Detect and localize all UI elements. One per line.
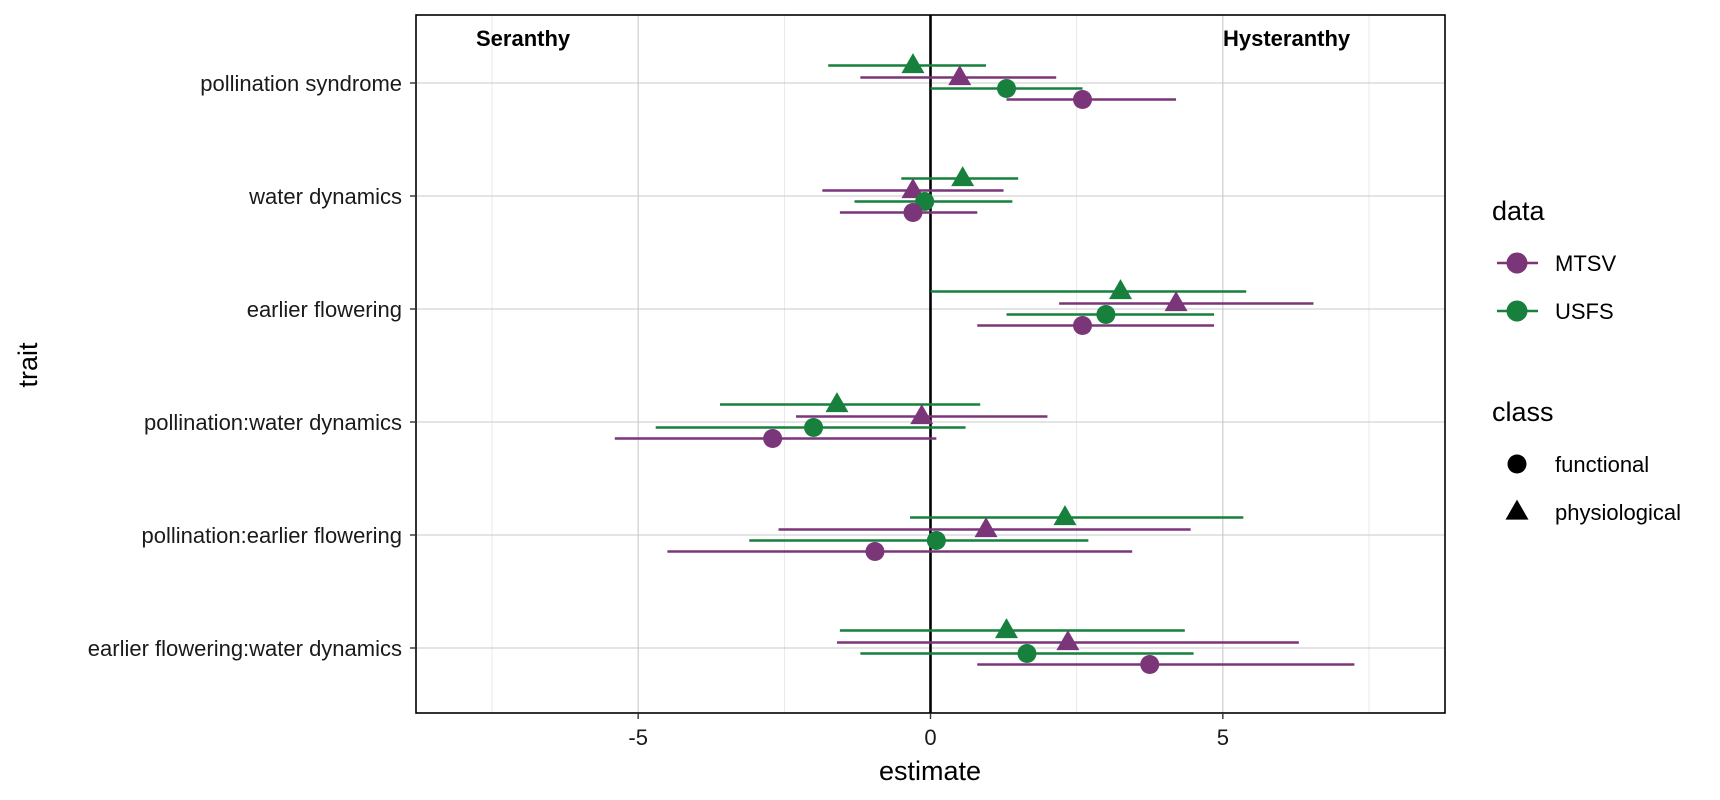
series-layer: [614, 53, 1355, 674]
legend-label-physiological: physiological: [1555, 500, 1681, 525]
y-tick-label-pollination-syndrome: pollination syndrome: [200, 71, 402, 96]
legend-data-entries: MTSV USFS: [1497, 251, 1616, 324]
legend-class-entries: functional physiological: [1505, 452, 1681, 525]
point-mtsv-physiological-pollination-earlier-flowering: [974, 517, 998, 538]
point-mtsv-functional-pollination-earlier-flowering: [865, 542, 885, 561]
y-tick-label-pollination-water-dynamics: pollination:water dynamics: [144, 410, 402, 435]
series-mtsv-physiological: [778, 65, 1314, 651]
legend-title-data: data: [1492, 196, 1546, 226]
point-usfs-functional-pollination-water-dynamics: [804, 418, 824, 437]
legend-key-mtsv: [1506, 252, 1528, 274]
y-tick-label-water-dynamics: water dynamics: [248, 184, 402, 209]
legend-title-class: class: [1492, 397, 1554, 427]
legend: data MTSV USFS class functional physiologi…: [1492, 196, 1681, 525]
point-mtsv-functional-pollination-syndrome: [1073, 90, 1093, 109]
point-mtsv-functional-water-dynamics: [903, 203, 923, 222]
x-tick-label: 0: [924, 725, 936, 750]
point-usfs-physiological-earlier-flowering: [1109, 279, 1133, 300]
legend-label-mtsv: MTSV: [1555, 251, 1616, 276]
y-tick-label-pollination-earlier-flowering: pollination:earlier flowering: [142, 523, 402, 548]
point-usfs-functional-earlier-flowering: [1096, 305, 1116, 324]
point-mtsv-physiological-pollination-syndrome: [948, 65, 972, 86]
legend-label-usfs: USFS: [1555, 299, 1614, 324]
y-axis-title: trait: [13, 342, 43, 388]
legend-label-functional: functional: [1555, 452, 1649, 477]
point-mtsv-functional-pollination-water-dynamics: [763, 429, 783, 448]
x-tick-label: -5: [628, 725, 648, 750]
point-usfs-physiological-pollination-syndrome: [901, 53, 925, 74]
point-usfs-functional-pollination-earlier-flowering: [926, 531, 946, 550]
series-mtsv-functional: [614, 90, 1355, 674]
point-mtsv-physiological-water-dynamics: [901, 178, 925, 199]
annotation-seranthy: Seranthy: [476, 26, 571, 51]
point-mtsv-physiological-pollination-water-dynamics: [910, 404, 934, 425]
x-tick-label: 5: [1217, 725, 1229, 750]
y-tick-label-earlier-flowering-water-dynamics: earlier flowering:water dynamics: [88, 636, 402, 661]
legend-key-functional: [1507, 454, 1527, 474]
point-mtsv-physiological-earlier-flowering: [1164, 291, 1188, 312]
point-usfs-functional-pollination-syndrome: [997, 79, 1017, 98]
point-mtsv-physiological-earlier-flowering-water-dynamics: [1056, 630, 1080, 651]
y-tick-label-earlier-flowering: earlier flowering: [247, 297, 402, 322]
point-mtsv-functional-earlier-flowering-water-dynamics: [1140, 655, 1160, 674]
point-usfs-physiological-water-dynamics: [951, 166, 975, 187]
point-usfs-physiological-earlier-flowering-water-dynamics: [995, 618, 1019, 639]
point-usfs-physiological-pollination-water-dynamics: [825, 392, 849, 413]
legend-key-usfs: [1506, 300, 1528, 322]
grid-lines: [416, 15, 1445, 713]
axes-layer: -5 0 5 pollination syndrome water dynamics ea…: [88, 71, 1229, 750]
point-mtsv-functional-earlier-flowering: [1073, 316, 1093, 335]
legend-key-physiological: [1505, 499, 1529, 520]
series-usfs-physiological: [720, 53, 1247, 639]
x-axis-title: estimate: [879, 756, 981, 786]
point-usfs-physiological-pollination-earlier-flowering: [1053, 505, 1077, 526]
series-usfs-functional: [655, 79, 1215, 663]
point-usfs-functional-earlier-flowering-water-dynamics: [1017, 644, 1037, 663]
annotation-hysteranthy: Hysteranthy: [1223, 26, 1351, 51]
